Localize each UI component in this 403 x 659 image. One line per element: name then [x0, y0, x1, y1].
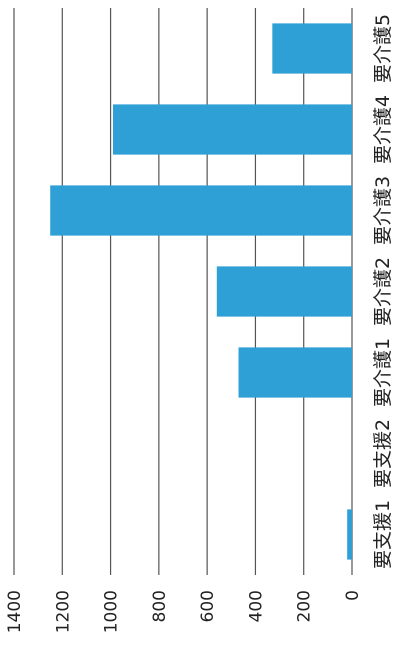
category-label-7: 要介護5	[372, 14, 394, 83]
value-axis-ticks: 0 200 400 600 800 1000 1200 1400	[5, 590, 363, 633]
bar-1	[347, 509, 352, 560]
bar-7	[272, 23, 352, 74]
bar-6	[112, 104, 352, 155]
tick-label-0: 0	[343, 590, 363, 601]
bar-3	[238, 347, 352, 398]
tick-label-400: 400	[246, 590, 266, 622]
category-label-6: 要介護4	[372, 95, 394, 164]
tick-label-600: 600	[198, 590, 218, 622]
bar-5	[50, 185, 352, 236]
tick-label-800: 800	[150, 590, 170, 622]
category-label-3: 要介護1	[372, 338, 394, 407]
bars	[50, 23, 352, 560]
category-label-2: 要支援2	[372, 419, 394, 488]
tick-label-1200: 1200	[53, 590, 73, 633]
category-axis-labels: 要支援1 要支援2 要介護1 要介護2 要介護3 要介護4 要介護5	[372, 14, 394, 569]
category-label-1: 要支援1	[372, 500, 394, 569]
category-label-5: 要介護3	[372, 176, 394, 245]
tick-label-1400: 1400	[5, 590, 25, 633]
tick-label-1000: 1000	[102, 590, 122, 633]
tick-label-200: 200	[295, 590, 315, 622]
bar-4	[216, 266, 352, 317]
category-label-4: 要介護2	[372, 257, 394, 326]
